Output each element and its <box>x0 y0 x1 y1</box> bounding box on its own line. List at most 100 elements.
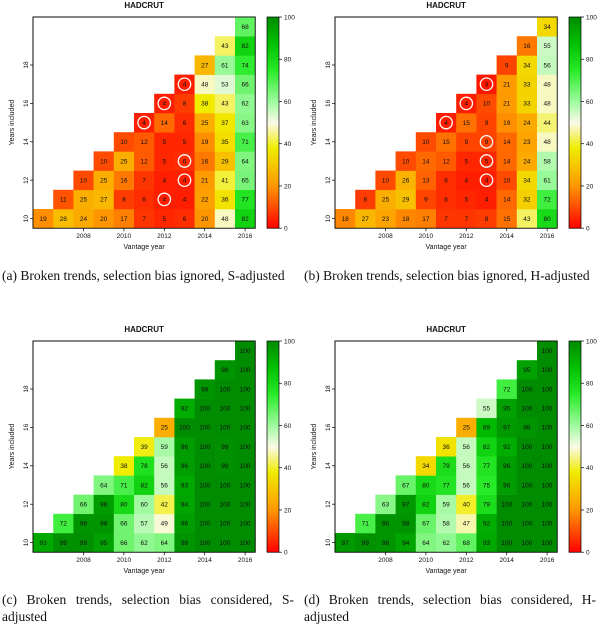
y-tick-label: 10 <box>23 215 30 223</box>
cell-value: 100 <box>199 521 210 528</box>
heatmap-cell <box>174 494 195 515</box>
colorbar-swatch <box>569 175 581 178</box>
colorbar-swatch <box>267 366 279 369</box>
colorbar-swatch <box>267 379 279 382</box>
colorbar-swatch <box>569 207 581 210</box>
cell-value: 9 <box>464 139 468 146</box>
heatmap-cell <box>436 494 457 515</box>
colorbar-swatch <box>569 145 581 149</box>
colorbar-swatch <box>569 31 581 35</box>
heatmap-cell <box>395 189 417 210</box>
cell-value: 99 <box>80 540 88 547</box>
plot-border <box>334 340 558 553</box>
colorbar-swatch <box>569 480 581 483</box>
cell-value: 98 <box>382 540 390 547</box>
heatmap-cell <box>154 513 175 534</box>
heatmap-cell <box>537 341 558 361</box>
cell-value: 43 <box>221 101 229 108</box>
colorbar-swatch <box>569 164 581 168</box>
cell-value: 72 <box>60 521 68 528</box>
colorbar-swatch <box>267 154 279 157</box>
colorbar-swatch <box>267 459 279 462</box>
colorbar-swatch <box>267 114 279 117</box>
colorbar-swatch <box>569 347 581 350</box>
colorbar-swatch <box>267 23 279 26</box>
panel-title: HADCRUT <box>426 1 466 10</box>
colorbar-swatch <box>569 188 581 191</box>
cell-value: 100 <box>542 502 553 509</box>
colorbar-swatch <box>569 520 581 524</box>
x-axis-label: Vantage year <box>426 244 468 251</box>
colorbar-swatch <box>267 192 279 195</box>
heatmap-cell <box>174 93 195 114</box>
colorbar-swatch <box>569 507 581 511</box>
x-tick-label: 2012 <box>459 233 474 240</box>
heatmap-cell <box>456 151 477 171</box>
heatmap-cell <box>235 74 256 95</box>
colorbar-swatch <box>569 446 581 450</box>
heatmap-cell <box>214 437 236 457</box>
cell-value: 77 <box>241 197 249 204</box>
heatmap-cell <box>235 132 256 152</box>
colorbar-swatch <box>569 417 581 420</box>
cell-value: 68 <box>463 540 471 547</box>
heatmap-cell <box>174 533 195 553</box>
y-tick-label: 12 <box>23 176 30 184</box>
heatmap-cell <box>214 209 236 229</box>
heatmap-cell <box>476 494 497 515</box>
colorbar-swatch <box>267 25 279 28</box>
colorbar-swatch <box>569 412 581 416</box>
cell-value: 33 <box>523 82 531 89</box>
heatmap-cell <box>537 170 558 191</box>
y-tick-label: 14 <box>23 462 30 470</box>
cell-value: 4 <box>162 178 166 185</box>
colorbar-swatch <box>569 478 581 481</box>
heatmap-cell <box>476 513 497 534</box>
cell-value: 65 <box>241 178 249 185</box>
heatmap-cell <box>235 513 256 534</box>
cell-value: 12 <box>442 158 450 165</box>
colorbar-swatch <box>569 482 581 486</box>
highlight-circle <box>479 154 494 168</box>
heatmap-cell <box>235 437 256 457</box>
colorbar-swatch <box>267 116 279 119</box>
colorbar-swatch <box>267 372 279 376</box>
cell-value: 25 <box>100 178 108 185</box>
cell-value: 98 <box>80 521 88 528</box>
colorbar-swatch <box>569 169 581 172</box>
colorbar-swatch <box>569 495 581 498</box>
colorbar-swatch <box>267 368 279 371</box>
colorbar-swatch <box>267 442 279 445</box>
heatmap-cell <box>516 398 538 419</box>
cell-value: 27 <box>100 197 108 204</box>
heatmap-cell <box>113 456 135 476</box>
heatmap-cell <box>174 170 195 191</box>
heatmap-cell <box>214 55 236 75</box>
cell-value: 10 <box>100 158 108 165</box>
heatmap-cell <box>496 189 518 210</box>
x-tick-label: 2014 <box>499 557 514 564</box>
cell-value: 96 <box>181 521 189 528</box>
heatmap-cell <box>516 494 538 515</box>
cell-value: 98 <box>402 521 410 528</box>
cell-value: 5 <box>485 158 489 165</box>
colorbar-swatch <box>267 425 279 428</box>
cell-value: 66 <box>120 521 128 528</box>
heatmap-cell <box>415 151 437 171</box>
cell-value: 33 <box>523 101 531 108</box>
colorbar-swatch <box>569 67 581 71</box>
colorbar-swatch <box>267 351 279 355</box>
cell-value: 9 <box>485 139 489 146</box>
highlight-circle <box>479 134 494 149</box>
cell-value: 22 <box>201 197 209 204</box>
colorbar-swatch <box>569 135 581 138</box>
colorbar-swatch <box>569 438 581 441</box>
heatmap-cell <box>73 170 94 191</box>
heatmap-cell <box>174 475 195 495</box>
cell-value: 66 <box>120 540 128 547</box>
colorbar-tick-label: 60 <box>586 423 594 430</box>
cell-value: 15 <box>463 120 471 127</box>
heatmap-cell <box>154 132 175 152</box>
cell-value: 4 <box>142 120 146 127</box>
